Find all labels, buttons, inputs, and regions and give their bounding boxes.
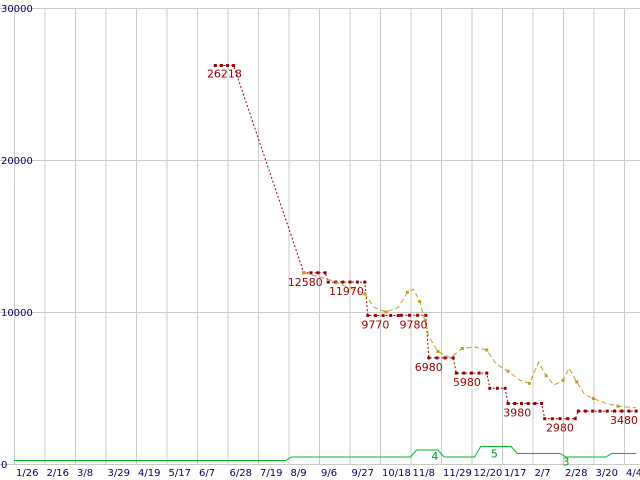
svg-text:12580: 12580	[288, 276, 323, 289]
svg-text:4/19: 4/19	[138, 468, 160, 479]
svg-text:9780: 9780	[400, 318, 428, 331]
svg-text:6/28: 6/28	[230, 468, 252, 479]
svg-text:2/16: 2/16	[47, 468, 69, 479]
svg-text:0: 0	[1, 460, 7, 471]
point-labels: 26218 12580 11970 9770 9780 6980 5980 3980 2980 3…	[207, 67, 638, 468]
svg-text:26218: 26218	[207, 67, 242, 80]
svg-text:2/7: 2/7	[535, 468, 551, 479]
svg-text:9770: 9770	[361, 318, 389, 331]
svg-text:6/7: 6/7	[199, 468, 215, 479]
svg-text:5/17: 5/17	[169, 468, 191, 479]
svg-text:1/26: 1/26	[16, 468, 38, 479]
series-average-price	[302, 271, 637, 409]
svg-text:1/17: 1/17	[504, 468, 526, 479]
svg-text:3480: 3480	[610, 414, 638, 427]
svg-text:3: 3	[563, 456, 570, 469]
svg-text:9/27: 9/27	[352, 468, 374, 479]
grid-lines	[0, 8, 640, 465]
y-axis-labels: 0 10000 20000 30000	[1, 4, 33, 471]
svg-text:10000: 10000	[1, 308, 33, 319]
svg-text:11/8: 11/8	[413, 468, 435, 479]
svg-text:11970: 11970	[329, 285, 364, 298]
svg-text:4: 4	[431, 450, 438, 463]
svg-text:12/20: 12/20	[474, 468, 503, 479]
svg-text:4/4: 4/4	[626, 468, 640, 479]
svg-text:6980: 6980	[415, 361, 443, 374]
x-axis-labels: 1/26 2/16 3/8 3/29 4/19 5/17 6/7 6/28 7/19 8/9 9/6…	[16, 468, 640, 479]
svg-text:5980: 5980	[453, 376, 481, 389]
svg-text:3/8: 3/8	[77, 468, 93, 479]
svg-text:30000: 30000	[1, 4, 33, 15]
svg-text:3980: 3980	[503, 407, 531, 420]
svg-text:11/29: 11/29	[443, 468, 472, 479]
svg-text:7/19: 7/19	[260, 468, 282, 479]
svg-text:9/6: 9/6	[321, 468, 337, 479]
series-lowest-price	[213, 64, 638, 421]
svg-text:8/9: 8/9	[291, 468, 307, 479]
svg-text:2980: 2980	[546, 422, 574, 435]
svg-text:2/28: 2/28	[565, 468, 587, 479]
svg-text:3/20: 3/20	[596, 468, 618, 479]
svg-text:20000: 20000	[1, 156, 33, 167]
svg-text:10/18: 10/18	[382, 468, 411, 479]
series-shop-count	[14, 446, 637, 461]
svg-text:5: 5	[491, 448, 498, 461]
svg-text:3/29: 3/29	[108, 468, 130, 479]
